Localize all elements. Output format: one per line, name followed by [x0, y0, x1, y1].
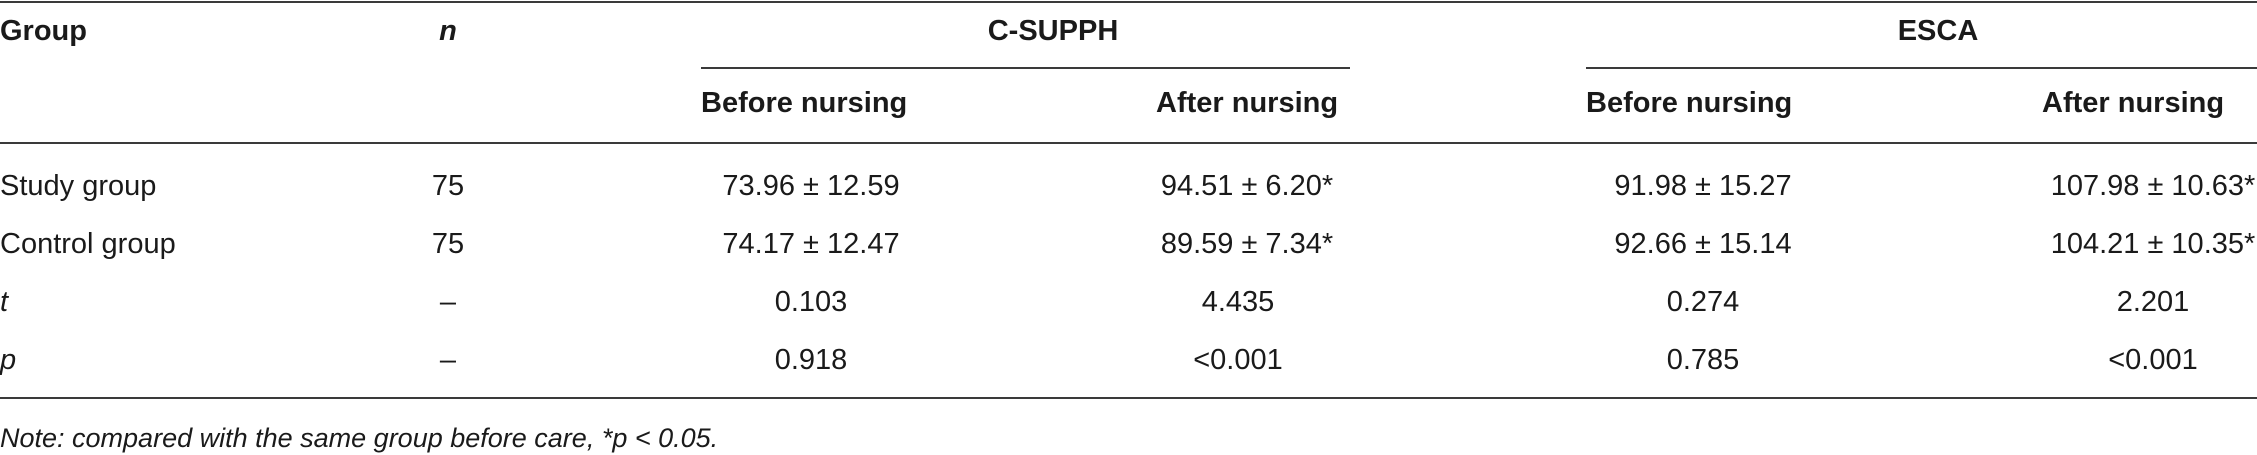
row-control-group-esca-before: 92.66 ± 15.14 [1614, 228, 1792, 260]
row-study-group-n: 75 [431, 170, 465, 202]
header-n: n [439, 15, 457, 47]
header-group: Group [0, 15, 87, 47]
row-t-csupph-before: 0.103 [774, 286, 848, 318]
row-control-group-csupph-after: 89.59 ± 7.34* [1160, 228, 1334, 260]
row-study-group-esca-before: 91.98 ± 15.27 [1614, 170, 1792, 202]
row-study-group-label: Study group [0, 170, 157, 202]
row-study-group-esca-after: 107.98 ± 10.63* [2050, 170, 2256, 202]
row-p-esca-after: <0.001 [2108, 344, 2198, 376]
row-t-n: – [439, 286, 457, 318]
row-study-group-csupph-after: 94.51 ± 6.20* [1160, 170, 1334, 202]
row-p-csupph-before: 0.918 [774, 344, 848, 376]
table-footnote: Note: compared with the same group befor… [0, 423, 719, 453]
row-p-csupph-after: <0.001 [1193, 344, 1283, 376]
row-t-esca-before: 0.274 [1666, 286, 1740, 318]
row-control-group-label: Control group [0, 228, 176, 260]
csupph-spanner-rule [701, 67, 1350, 69]
row-control-group-esca-after: 104.21 ± 10.35* [2050, 228, 2256, 260]
header-esca-before: Before nursing [1586, 87, 1793, 119]
header-esca: ESCA [1897, 15, 1979, 47]
row-control-group-csupph-before: 74.17 ± 12.47 [722, 228, 900, 260]
row-t-label: t [0, 286, 9, 318]
esca-spanner-rule [1586, 67, 2257, 69]
row-control-group-n: 75 [431, 228, 465, 260]
header-csupph-before: Before nursing [701, 87, 908, 119]
table-bottom-rule [0, 397, 2257, 399]
row-study-group-csupph-before: 73.96 ± 12.59 [722, 170, 900, 202]
row-t-csupph-after: 4.435 [1201, 286, 1275, 318]
row-p-esca-before: 0.785 [1666, 344, 1740, 376]
row-p-n: – [439, 344, 457, 376]
header-csupph: C-SUPPH [987, 15, 1119, 47]
header-csupph-after: After nursing [1156, 87, 1339, 119]
row-t-esca-after: 2.201 [2116, 286, 2190, 318]
header-esca-after: After nursing [2042, 87, 2225, 119]
header-bottom-rule [0, 142, 2257, 144]
table-top-rule [0, 1, 2257, 3]
row-p-label: p [0, 344, 17, 376]
